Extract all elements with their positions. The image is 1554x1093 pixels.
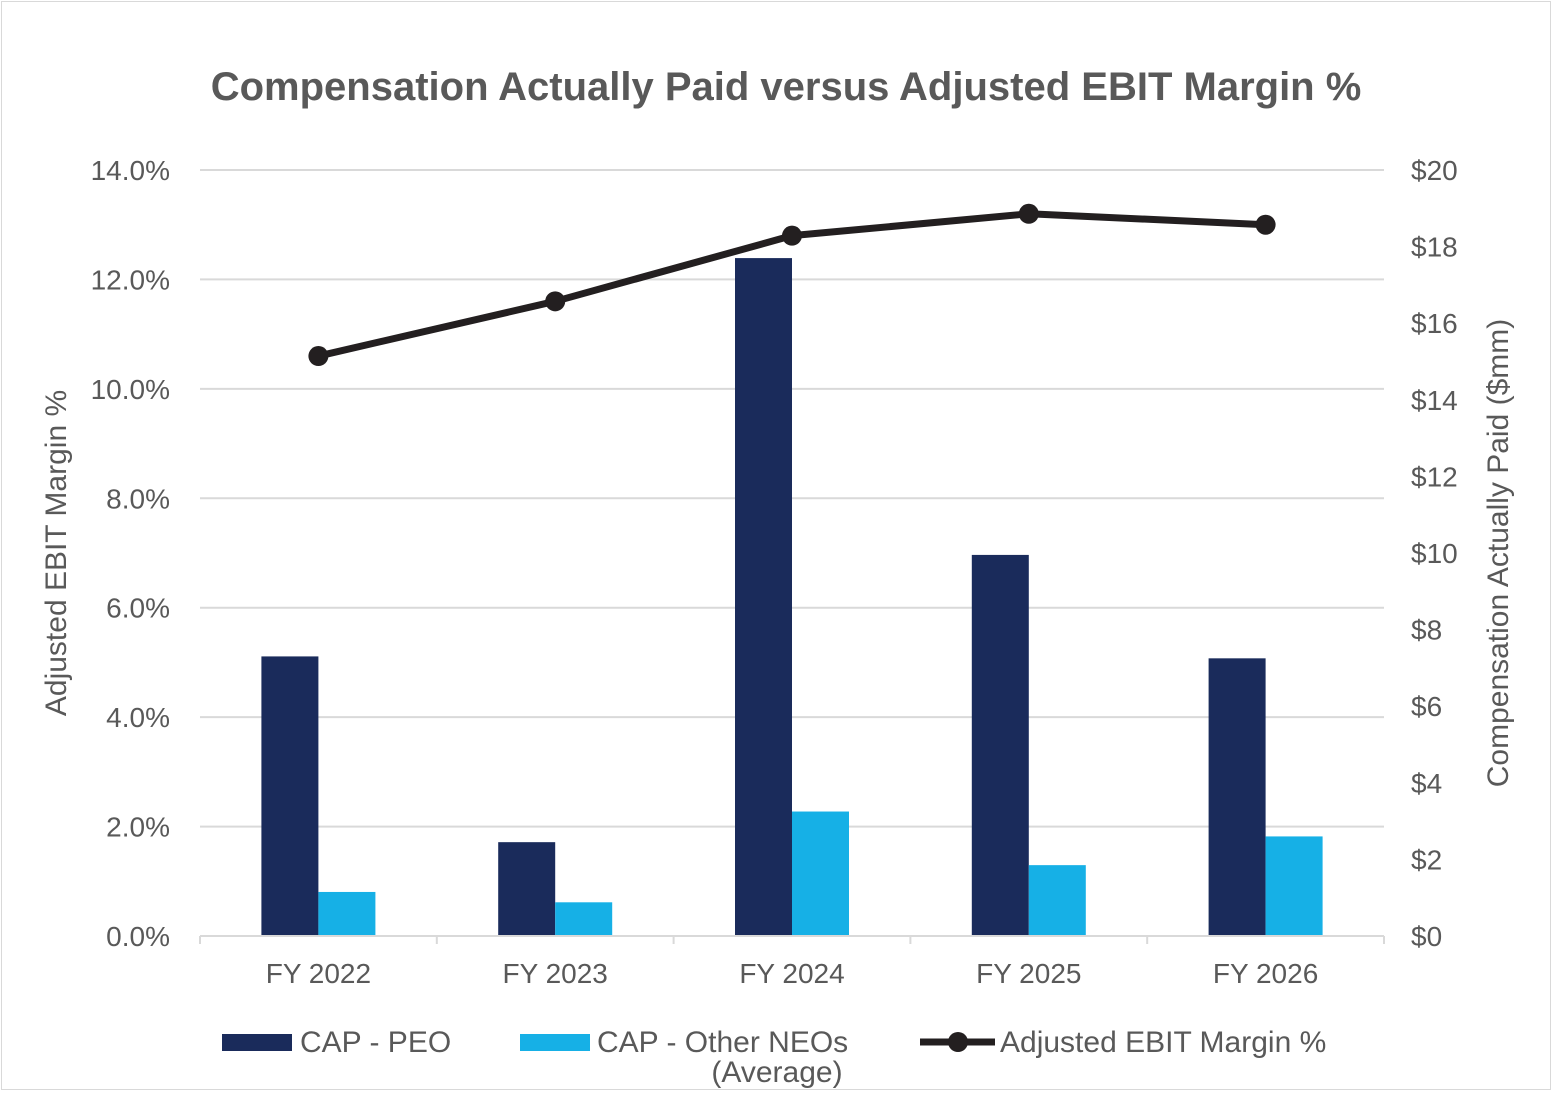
y-right-tick-label: $14 (1411, 385, 1458, 416)
chart-title: Compensation Actually Paid versus Adjust… (211, 65, 1362, 109)
legend: CAP - PEO CAP - Other NEOs(Average) Adjust… (222, 1026, 1326, 1089)
margin-line-point (782, 225, 802, 246)
margin-line-point (1018, 203, 1039, 224)
legend-swatch-cap-peo (222, 1034, 292, 1051)
bar-cap-other-neos-average- (555, 902, 613, 936)
legend-label-cap-peo: CAP - PEO (300, 1026, 451, 1059)
y-right-tick-label: $12 (1411, 461, 1458, 492)
bars (261, 258, 1323, 937)
y-right-tick-label: $10 (1411, 538, 1458, 569)
y-right-tick-label: $2 (1411, 844, 1442, 875)
y-left-tick-label: 2.0% (106, 812, 170, 843)
bar-cap-peo (498, 842, 556, 936)
y-left-tick-label: 0.0% (106, 921, 170, 952)
y-right-tick-label: $6 (1411, 691, 1442, 722)
bar-cap-other-neos-average- (318, 891, 376, 936)
bar-cap-other-neos-average- (792, 811, 849, 936)
y-right-axis-title: Compensation Actually Paid ($mm) (1482, 319, 1515, 788)
bar-cap-peo (261, 656, 319, 936)
y-left-tick-label: 4.0% (106, 702, 170, 733)
gridlines (200, 169, 1384, 828)
y-right-tick-label: $8 (1411, 615, 1442, 646)
y-left-tick-label: 12.0% (91, 264, 170, 295)
legend-label-cap-other-neos-sub: (Average) (711, 1056, 842, 1089)
bar-cap-peo (1208, 658, 1266, 936)
y-left-tick-label: 6.0% (106, 593, 170, 624)
y-right-ticks: $0 $2 $4 $6 $8 $10 $12 $14 $16 $18 $20 (1411, 155, 1458, 952)
legend-swatch-margin-point (948, 1032, 968, 1052)
y-right-tick-label: $16 (1411, 308, 1458, 339)
legend-swatch-cap-other-neos (520, 1034, 590, 1051)
bar-cap-other-neos-average- (1265, 836, 1323, 936)
legend-label-cap-other-neos: CAP - Other NEOs (597, 1026, 848, 1059)
x-tick-label: FY 2026 (1213, 958, 1318, 989)
y-left-tick-label: 14.0% (91, 155, 170, 186)
x-axis: FY 2022 FY 2023 FY 2024 FY 2025 FY 2026 (199, 935, 1385, 989)
legend-label-margin: Adjusted EBIT Margin % (1000, 1026, 1326, 1059)
y-left-axis-title: Adjusted EBIT Margin % (40, 390, 73, 716)
y-left-tick-label: 8.0% (106, 483, 170, 514)
x-tick-label: FY 2024 (739, 958, 844, 989)
bar-cap-peo (735, 258, 792, 937)
margin-line-point (308, 346, 329, 367)
y-right-tick-label: $4 (1411, 768, 1442, 799)
y-right-tick-label: $0 (1411, 921, 1442, 952)
margin-line (308, 203, 1276, 367)
bar-cap-other-neos-average- (1028, 865, 1086, 936)
y-left-tick-label: 10.0% (91, 374, 170, 405)
bar-cap-peo (971, 554, 1029, 936)
x-tick-label: FY 2022 (266, 958, 371, 989)
margin-line-point (1255, 214, 1276, 235)
x-tick-label: FY 2023 (503, 958, 608, 989)
margin-line-point (545, 291, 566, 312)
x-tick-label: FY 2025 (976, 958, 1081, 989)
y-left-ticks: 0.0% 2.0% 4.0% 6.0% 8.0% 10.0% 12.0% 14.0% (91, 155, 170, 952)
y-right-tick-label: $20 (1411, 155, 1458, 186)
y-right-tick-label: $18 (1411, 232, 1458, 263)
